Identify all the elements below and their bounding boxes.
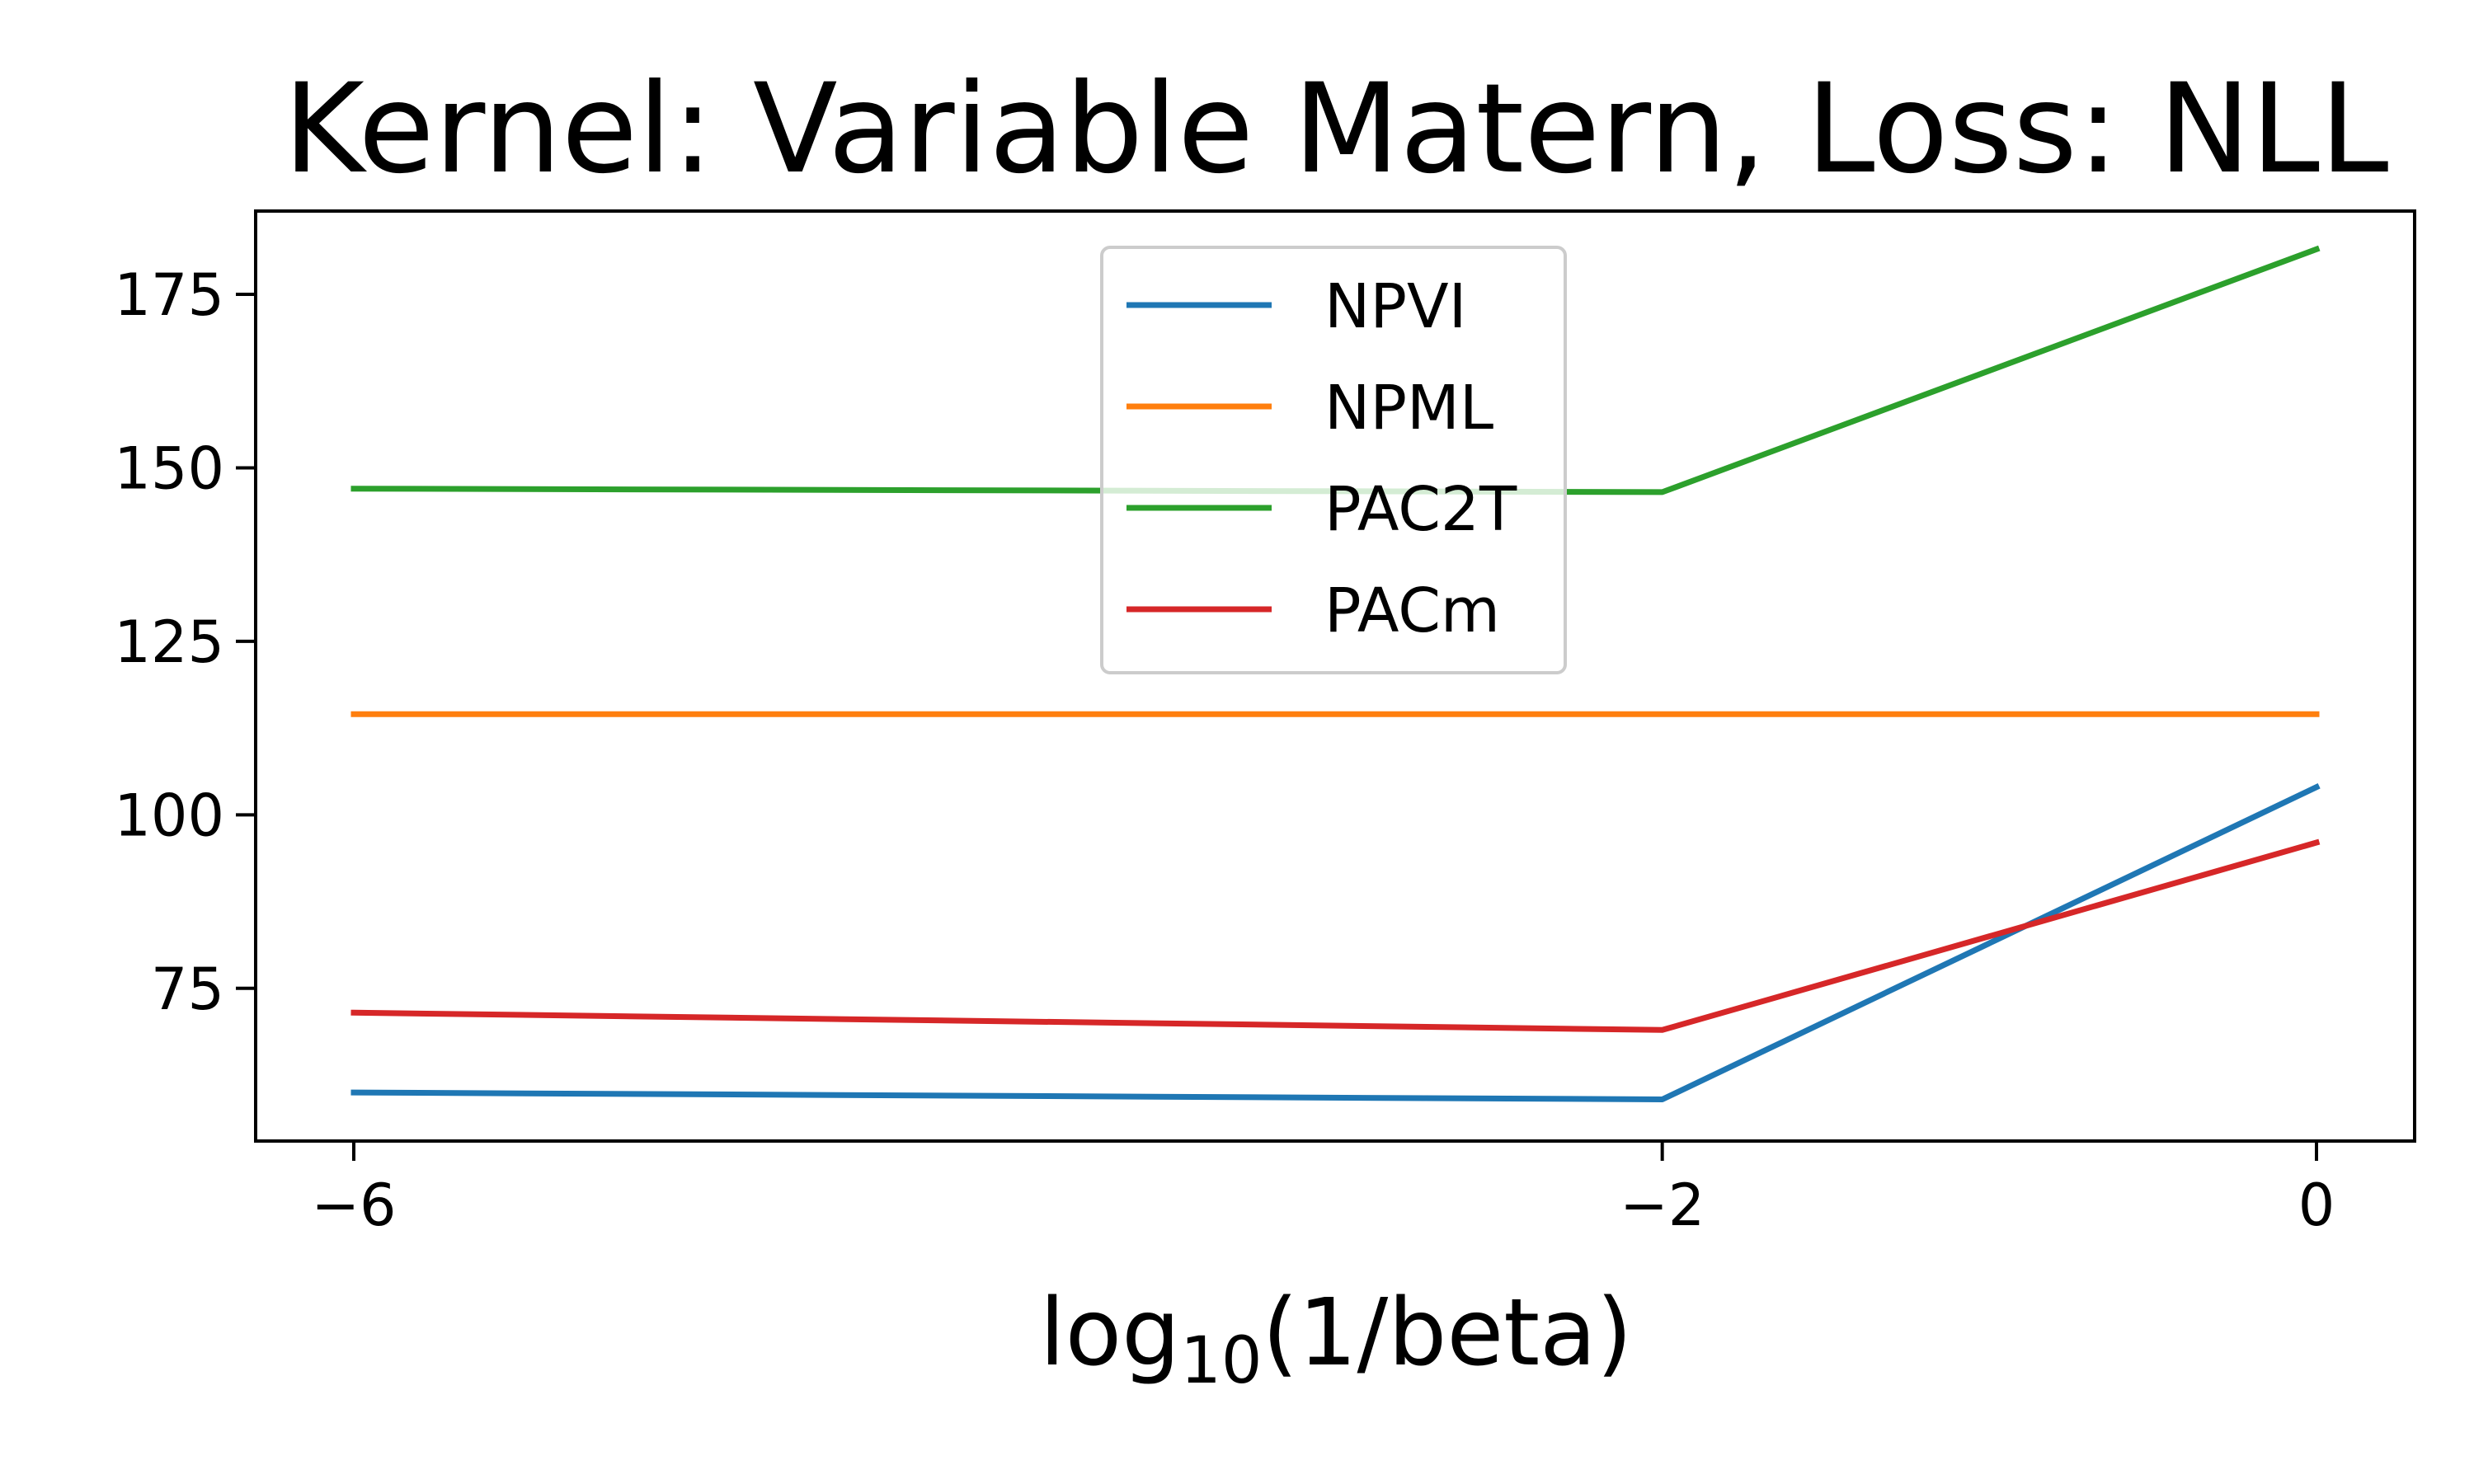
x-tick-label: 0 xyxy=(2298,1172,2335,1239)
x-axis: −6 −2 0 xyxy=(311,1141,2335,1239)
y-tick-label: 100 xyxy=(114,782,224,849)
x-axis-label: log10(1/beta) xyxy=(1040,1280,1633,1398)
x-label-rest: (1/beta) xyxy=(1263,1280,1633,1387)
x-label-base: log xyxy=(1040,1280,1181,1387)
chart-title: Kernel: Variable Matern, Loss: NLL xyxy=(284,58,2389,201)
x-label-subscript: 10 xyxy=(1180,1324,1262,1398)
y-axis: 75 100 125 150 175 xyxy=(114,261,256,1023)
plot-lines xyxy=(350,245,2321,1102)
plot-frame xyxy=(254,209,2416,1143)
y-tick-label: 125 xyxy=(114,608,224,676)
y-tick-label: 75 xyxy=(151,956,224,1023)
legend: NPVI NPML PAC2T PACm xyxy=(1100,246,1567,674)
legend-label-pacm: PACm xyxy=(1324,575,1500,646)
series-line-npvi xyxy=(350,783,2321,1102)
legend-label-npvi: NPVI xyxy=(1324,271,1466,342)
y-tick-label: 175 xyxy=(114,261,224,329)
legend-label-pac2t: PAC2T xyxy=(1324,474,1517,545)
series-line-pacm xyxy=(350,838,2321,1033)
legend-box xyxy=(1100,246,1567,674)
x-tick-label: −2 xyxy=(1620,1172,1705,1239)
series-line-pac2t xyxy=(350,245,2321,495)
y-tick-label: 150 xyxy=(114,434,224,502)
legend-label-npml: NPML xyxy=(1324,373,1493,444)
x-tick-label: −6 xyxy=(311,1172,396,1239)
